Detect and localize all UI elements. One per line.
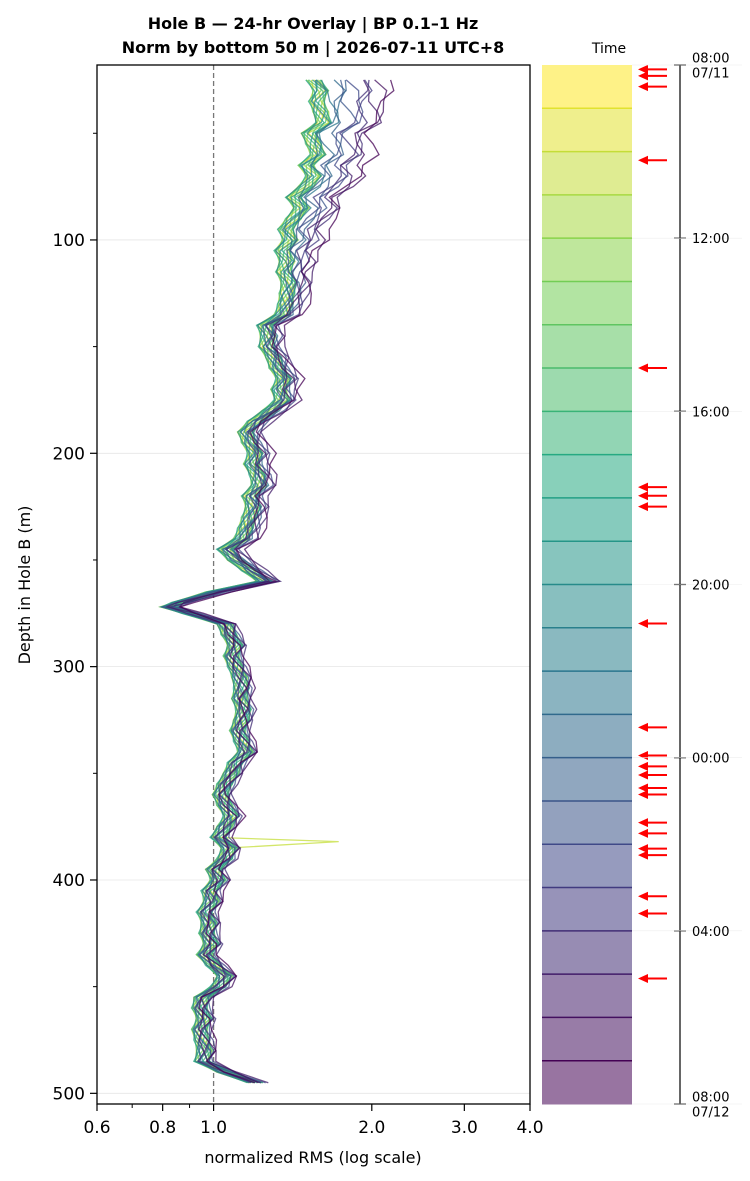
colorbar-band-3: [542, 194, 632, 239]
x-tick-label: 1.0: [200, 1118, 227, 1138]
arrow-head: [638, 64, 648, 74]
depth-profile-curves: [158, 79, 395, 1084]
colorbar-band-7: [542, 368, 632, 412]
time-colorbar: [542, 65, 632, 1105]
colorbar-band-18: [542, 844, 632, 889]
colorbar-band-4: [542, 238, 632, 282]
time-tick-label: 16:00: [692, 405, 729, 420]
colorbar-band-22: [542, 1017, 632, 1062]
time-tick-label: 08:00: [692, 1091, 729, 1106]
hour-curve-8: [173, 79, 330, 1084]
hour-curve-1: [169, 79, 327, 1084]
colorbar-band-20: [542, 930, 632, 975]
arrow-head: [638, 82, 648, 92]
colorbar-band-9: [542, 454, 632, 499]
y-tick-label: 300: [53, 658, 85, 678]
hour-curve-6: [158, 79, 333, 1084]
arrow-head: [638, 850, 648, 860]
colorbar-band-21: [542, 974, 632, 1018]
x-tick-label: 0.8: [149, 1118, 176, 1138]
arrow-head: [638, 71, 648, 81]
colorbar-band-2: [542, 151, 632, 196]
colorbar-band-11: [542, 541, 632, 585]
time-tick-label: 00:00: [692, 752, 729, 767]
time-tick-label: 08:00: [692, 52, 729, 67]
colorbar-band-19: [542, 887, 632, 932]
arrow-head: [638, 844, 648, 854]
arrow-head: [638, 363, 648, 373]
x-tick-label: 4.0: [516, 1118, 543, 1138]
time-tick-label: 12:00: [692, 232, 729, 247]
time-axis: 08:0007/1112:0016:0020:0000:0004:0008:00…: [632, 52, 742, 1121]
colorbar-band-16: [542, 757, 632, 802]
arrow-head: [638, 482, 648, 492]
arrow-head: [638, 618, 648, 628]
hour-curve-12: [170, 79, 327, 1084]
colorbar-band-5: [542, 281, 632, 326]
hour-curve-11: [173, 79, 327, 1084]
hour-curve-14: [165, 79, 340, 1084]
colorbar-band-1: [542, 108, 632, 153]
time-tick-label: 20:00: [692, 579, 729, 594]
hour-curve-21: [164, 79, 383, 1084]
colorbar-band-13: [542, 627, 632, 672]
arrow-head: [638, 751, 648, 761]
hour-curve-2: [158, 79, 339, 1084]
arrow-head: [638, 502, 648, 512]
event-arrows: [638, 64, 667, 983]
colorbar-band-17: [542, 800, 632, 845]
arrow-head: [638, 770, 648, 780]
colorbar-band-14: [542, 671, 632, 715]
y-tick-label: 500: [53, 1084, 85, 1104]
colorbar-band-6: [542, 324, 632, 369]
arrow-head: [638, 722, 648, 732]
arrow-head: [638, 909, 648, 919]
colorbar-label: Time: [591, 41, 626, 57]
arrow-head: [638, 789, 648, 799]
colorbar-band-8: [542, 411, 632, 456]
hour-curve-23: [178, 79, 395, 1084]
arrow-head: [638, 491, 648, 501]
plot-area-frame: [96, 64, 531, 1105]
x-axis-label: normalized RMS (log scale): [204, 1148, 421, 1167]
y-axis-label: Depth in Hole B (m): [15, 506, 34, 665]
x-tick-label: 3.0: [451, 1118, 478, 1138]
hour-curve-18: [172, 79, 364, 1084]
arrow-head: [638, 155, 648, 165]
arrow-head: [638, 891, 648, 901]
arrow-head: [638, 818, 648, 828]
colorbar-band-0: [542, 65, 632, 109]
x-tick-label: 2.0: [358, 1118, 385, 1138]
arrow-head: [638, 761, 648, 771]
colorbar-band-12: [542, 584, 632, 629]
colorbar-band-10: [542, 497, 632, 542]
time-tick-label: 07/11: [692, 67, 729, 82]
y-tick-label: 200: [53, 444, 85, 464]
hour-curve-22: [178, 79, 388, 1084]
chart-title-line-2: Norm by bottom 50 m | 2026-07-11 UTC+8: [122, 38, 505, 58]
hour-curve-10: [160, 79, 333, 1084]
arrow-head: [638, 973, 648, 983]
x-axis-ticks: 0.6 0.8 1.0 2.0 3.0 4.0: [83, 1104, 544, 1138]
y-tick-label: 400: [53, 871, 85, 891]
colorbar-band-15: [542, 714, 632, 759]
y-tick-label: 100: [53, 231, 85, 251]
time-tick-label: 04:00: [692, 925, 729, 940]
x-tick-label: 0.6: [83, 1118, 110, 1138]
y-axis-ticks: 100 200 300 400 500: [53, 132, 97, 1104]
colorbar-band-23: [542, 1060, 632, 1105]
chart-title-line-1: Hole B — 24-hr Overlay | BP 0.1–1 Hz: [148, 14, 479, 34]
arrow-head: [638, 783, 648, 793]
arrow-head: [638, 828, 648, 838]
time-tick-label: 07/12: [692, 1106, 729, 1121]
grid-lines: [97, 239, 530, 1094]
